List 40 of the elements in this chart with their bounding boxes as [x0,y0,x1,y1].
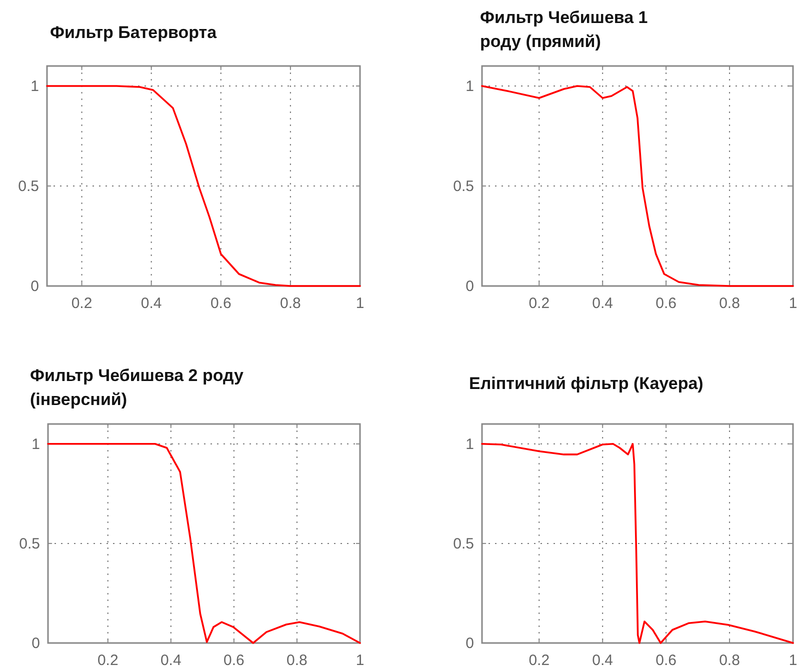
line-series [481,443,794,644]
y-tick-label: 0.5 [18,178,39,195]
x-tick-label: 0.8 [719,652,740,669]
x-tick-label: 0.8 [280,295,301,312]
line-series [481,85,794,287]
chart-title: Фильтр Чебишева 1 роду (прямий) [480,8,648,51]
x-tick-label: 1 [356,295,364,312]
y-tick-label: 1 [32,436,40,453]
x-tick-label: 0.6 [224,652,244,669]
chart-title: Еліптичний фільтр (Кауера) [469,374,704,393]
line-series [46,85,361,287]
x-tick-label: 0.2 [528,652,550,669]
y-tick-label: 0.5 [19,535,40,552]
chart-title: Фильтр Батерворта [50,23,218,42]
x-tick-label: 0.4 [592,295,614,312]
x-tick-label: 0.6 [210,295,232,312]
y-tick-label: 1 [30,78,39,95]
x-tick-label: 1 [788,652,798,669]
y-tick-label: 0 [32,635,40,652]
x-tick-label: 0.6 [656,652,676,669]
x-tick-label: 0.2 [71,295,92,312]
x-tick-label: 0.4 [140,295,162,312]
line-series [47,443,361,644]
y-tick-label: 1 [466,78,474,95]
x-tick-label: 0.6 [656,295,676,312]
x-tick-label: 0.8 [719,295,740,312]
y-tick-label: 0 [30,278,39,295]
x-tick-label: 1 [788,295,798,312]
x-tick-label: 0.8 [286,652,308,669]
y-tick-label: 0.5 [453,178,474,195]
y-tick-label: 0.5 [453,535,474,552]
y-tick-label: 0 [466,635,474,652]
x-tick-label: 0.2 [528,295,550,312]
chart-title: Фильтр Чебишева 2 роду (інверсний) [30,366,244,409]
x-tick-label: 1 [356,652,364,669]
y-tick-label: 0 [466,278,474,295]
x-tick-label: 0.2 [97,652,118,669]
x-tick-label: 0.4 [592,652,614,669]
x-tick-label: 0.4 [160,652,182,669]
y-tick-label: 1 [466,436,474,453]
